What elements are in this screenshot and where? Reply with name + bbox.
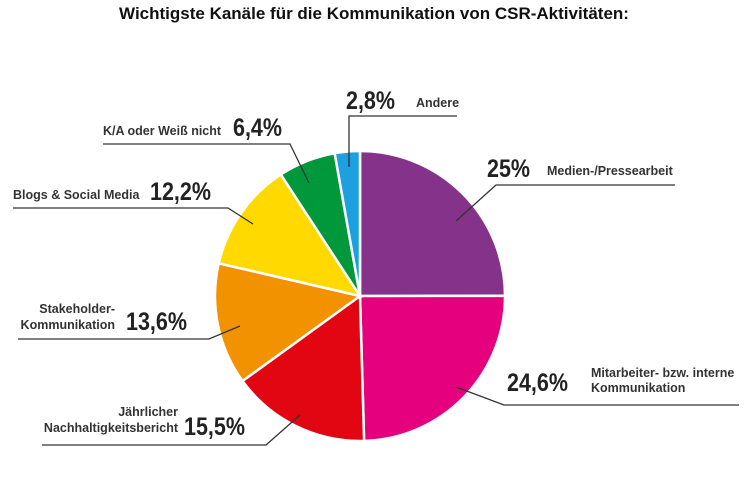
label-mitarbeiter-line1: Mitarbeiter- bzw. interne bbox=[591, 366, 735, 380]
leader-line-andere bbox=[348, 115, 457, 167]
leader-line-nachhaltigkeit bbox=[42, 414, 301, 446]
label-ka: K/A oder Weiß nicht bbox=[103, 124, 222, 138]
pie-slice-medien bbox=[358, 149, 507, 298]
label-andere: Andere bbox=[416, 96, 460, 110]
chart-title: Wichtigste Kanäle für die Kommunikation … bbox=[119, 4, 629, 23]
label-nachhaltigkeit-line1: Jährlicher bbox=[118, 405, 178, 419]
pct-label-medien: 25% bbox=[487, 155, 531, 183]
leader-line-medien bbox=[455, 184, 675, 222]
pct-label-blogs: 12,2% bbox=[150, 178, 211, 206]
label-stakeholder-line2: Kommunikation bbox=[20, 318, 115, 332]
pct-label-ka: 6,4% bbox=[233, 114, 283, 142]
pie-slice-nachhaltigkeit bbox=[240, 293, 366, 443]
pie-slice-andere bbox=[333, 149, 362, 297]
label-medien: Medien-/Pressearbeit bbox=[547, 164, 673, 178]
leader-line-blogs bbox=[13, 207, 254, 225]
leader-line-stakeholder bbox=[18, 325, 241, 340]
pct-label-nachhaltigkeit: 15,5% bbox=[184, 413, 245, 441]
leader-line-ka bbox=[103, 143, 310, 184]
label-stakeholder-line1: Stakeholder- bbox=[39, 302, 115, 316]
pie-slice-blogs bbox=[217, 172, 363, 298]
pie-slice-stakeholder bbox=[213, 261, 363, 383]
label-nachhaltigkeit-line2: Nachhaltigkeitsbericht bbox=[43, 421, 178, 435]
leader-line-mitarbeiter bbox=[455, 386, 739, 406]
pct-label-stakeholder: 13,6% bbox=[126, 308, 187, 336]
pct-label-andere: 2,8% bbox=[346, 87, 396, 115]
label-blogs: Blogs & Social Media bbox=[13, 188, 140, 202]
pct-label-mitarbeiter: 24,6% bbox=[507, 369, 568, 397]
pie-slice-mitarbeiter bbox=[358, 294, 507, 443]
label-mitarbeiter-line2: Kommunikation bbox=[591, 381, 686, 395]
